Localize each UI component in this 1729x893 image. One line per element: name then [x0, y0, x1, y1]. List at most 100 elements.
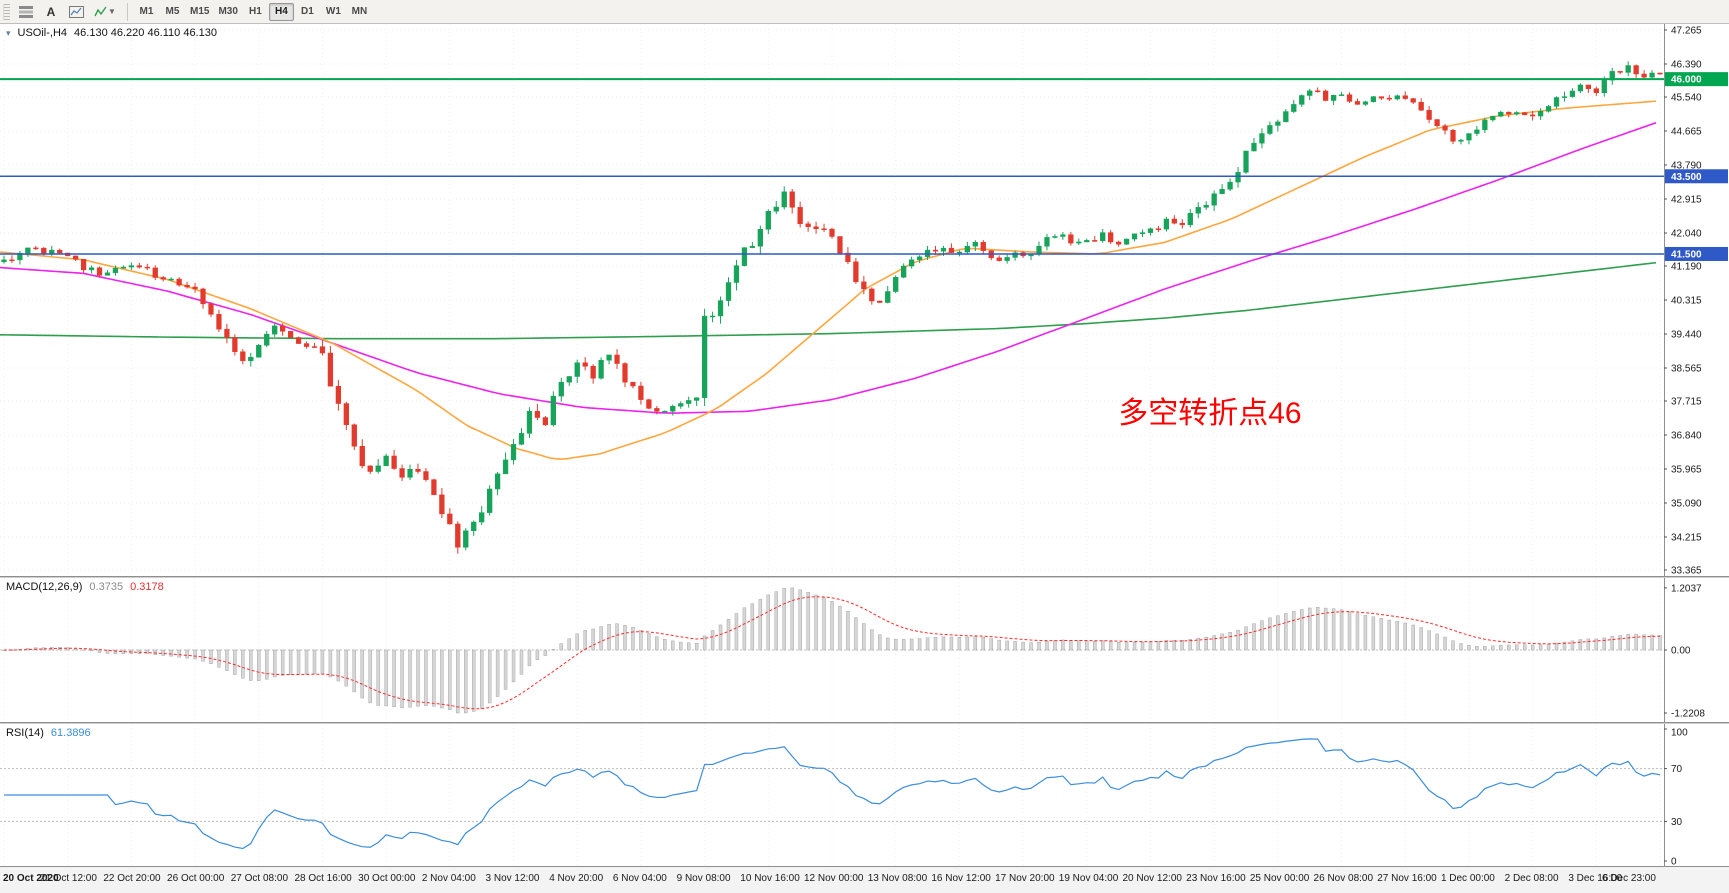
text-tool-icon[interactable]: A	[46, 4, 56, 19]
svg-text:33.365: 33.365	[1671, 566, 1702, 577]
svg-text:34.215: 34.215	[1671, 532, 1702, 543]
macd-axis[interactable]: 1.2037 0.00 -1.2208	[1664, 578, 1729, 722]
main-grid	[0, 24, 1664, 576]
macd-histogram	[2, 587, 1662, 714]
time-label: 26 Nov 08:00	[1313, 873, 1374, 884]
rsi-svg: 100 70 30 0	[0, 724, 1729, 866]
rsi-line	[3, 738, 1661, 850]
svg-text:41.500: 41.500	[1671, 249, 1702, 260]
indicators-icon	[94, 6, 107, 16]
time-label: 23 Nov 16:00	[1186, 873, 1246, 884]
svg-text:43.790: 43.790	[1671, 161, 1702, 172]
ma-fast-orange[interactable]	[0, 100, 1657, 460]
ma-mid-magenta[interactable]	[0, 121, 1657, 414]
svg-text:46.000: 46.000	[1671, 75, 1702, 86]
time-label: 17 Nov 20:00	[995, 873, 1055, 884]
time-label: 10 Nov 16:00	[740, 873, 800, 884]
price-badge-43.500: 43.500	[1665, 169, 1728, 184]
timeframe-toolbar: M1 M5 M15 M30 H1 H4 D1 W1 MN	[134, 2, 372, 21]
rsi-panel[interactable]: 100 70 30 0 RSI(14) 61.3896	[0, 724, 1729, 866]
svg-text:44.665: 44.665	[1671, 127, 1702, 138]
macd-svg: 1.2037 0.00 -1.2208	[0, 578, 1729, 722]
svg-text:42.915: 42.915	[1671, 194, 1702, 205]
panel-divider-rsi[interactable]	[0, 722, 1729, 724]
indicators-dropdown[interactable]: ▼	[89, 1, 121, 23]
macd-signal-line	[3, 596, 1661, 710]
macd-panel[interactable]: 1.2037 0.00 -1.2208 MACD(12,26,9) 0.3735 0…	[0, 578, 1729, 722]
chart-window-icon-glyph	[68, 5, 84, 18]
svg-text:37.715: 37.715	[1671, 397, 1702, 408]
panel-divider-macd[interactable]	[0, 576, 1729, 578]
chart-window-icon[interactable]	[64, 1, 88, 23]
time-label: 25 Nov 00:00	[1249, 873, 1310, 884]
time-label: 22 Oct 20:00	[103, 873, 161, 884]
time-label: 2 Nov 04:00	[421, 873, 476, 884]
time-label: 26 Oct 00:00	[167, 873, 225, 884]
rsi-axis[interactable]: 100 70 30 0	[1664, 724, 1729, 866]
price-axis[interactable]: 47.265 46.390 45.540 44.665 43.790 42.915 42.0…	[1664, 24, 1729, 576]
tf-button-m15[interactable]: M15	[190, 6, 210, 17]
svg-text:0: 0	[1671, 857, 1677, 867]
time-label: 30 Oct 00:00	[358, 873, 416, 884]
svg-text:40.315: 40.315	[1671, 296, 1702, 307]
svg-text:-1.2208: -1.2208	[1671, 709, 1705, 720]
svg-text:0.00: 0.00	[1671, 646, 1691, 657]
time-axis[interactable]: 20 Oct 2020 21 Oct 12:00 22 Oct 20:00 26 Oc…	[0, 866, 1729, 893]
svg-text:100: 100	[1671, 728, 1688, 739]
tf-button-h4[interactable]: H4	[268, 2, 294, 21]
tf-button-h1[interactable]: H1	[249, 6, 262, 17]
svg-text:1.2037: 1.2037	[1671, 583, 1702, 594]
chevron-down-icon: ▼	[108, 7, 116, 16]
svg-text:43.500: 43.500	[1671, 172, 1702, 183]
svg-text:70: 70	[1671, 764, 1683, 775]
svg-text:30: 30	[1671, 817, 1683, 828]
time-label: 12 Nov 00:00	[804, 873, 864, 884]
time-label: 21 Oct 12:00	[39, 873, 97, 884]
candles	[1, 61, 1663, 554]
svg-text:42.040: 42.040	[1671, 228, 1702, 239]
time-label: 9 Nov 08:00	[676, 873, 731, 884]
time-label: 3 Dec 16:00	[1568, 873, 1623, 884]
time-label: 6 Nov 04:00	[612, 873, 667, 884]
price-badge-46.000: 46.000	[1665, 72, 1728, 87]
time-label: 16 Nov 12:00	[931, 873, 991, 884]
time-label: 20 Nov 12:00	[1122, 873, 1182, 884]
time-label: 27 Oct 08:00	[230, 873, 289, 884]
time-label: 4 Nov 20:00	[549, 873, 604, 884]
toolbar-grip[interactable]	[3, 3, 10, 20]
main-chart-svg: 47.265 46.390 45.540 44.665 43.790 42.915 42.0…	[0, 24, 1729, 576]
time-label: 1 Dec 00:00	[1440, 873, 1495, 884]
svg-text:38.565: 38.565	[1671, 363, 1702, 374]
time-label: 6 Dec 23:00	[1602, 873, 1656, 884]
svg-text:46.390: 46.390	[1671, 59, 1702, 70]
tf-button-m5[interactable]: M5	[165, 6, 180, 17]
price-badge-41.500: 41.500	[1665, 246, 1728, 261]
annotation-text[interactable]: 多空转折点46	[1118, 396, 1302, 430]
time-label: 28 Oct 16:00	[294, 873, 352, 884]
toolbar-separator	[127, 2, 128, 21]
svg-text:35.965: 35.965	[1671, 464, 1702, 475]
svg-text:36.840: 36.840	[1671, 431, 1702, 442]
time-label: 27 Nov 16:00	[1377, 873, 1437, 884]
svg-text:41.190: 41.190	[1671, 262, 1702, 273]
time-label: 20 Oct 2020	[3, 873, 59, 884]
tf-button-d1[interactable]: D1	[301, 6, 314, 17]
tf-button-m1[interactable]: M1	[139, 6, 154, 17]
one-click-trading-expander[interactable]: ▾	[6, 27, 11, 38]
main-chart-panel[interactable]: 47.265 46.390 45.540 44.665 43.790 42.915 42.0…	[0, 24, 1729, 576]
tf-button-mn[interactable]: MN	[351, 6, 368, 17]
ma-slow-green[interactable]	[0, 261, 1657, 340]
svg-text:35.090: 35.090	[1671, 498, 1702, 509]
time-label: 13 Nov 08:00	[867, 873, 928, 884]
time-label: 2 Dec 08:00	[1504, 873, 1559, 884]
tf-button-w1[interactable]: W1	[325, 6, 341, 17]
tf-button-m30[interactable]: M30	[218, 6, 238, 17]
svg-text:47.265: 47.265	[1671, 26, 1702, 37]
time-label: 19 Nov 04:00	[1058, 873, 1119, 884]
charts-tile-icon[interactable]	[14, 1, 38, 23]
charts-tile-icon-glyph	[19, 5, 33, 18]
svg-text:45.540: 45.540	[1671, 93, 1702, 104]
svg-text:39.440: 39.440	[1671, 329, 1702, 340]
toolbar: A ▼ M1 M5 M15 M30 H1 H4 D1 W1 MN	[0, 0, 1729, 24]
